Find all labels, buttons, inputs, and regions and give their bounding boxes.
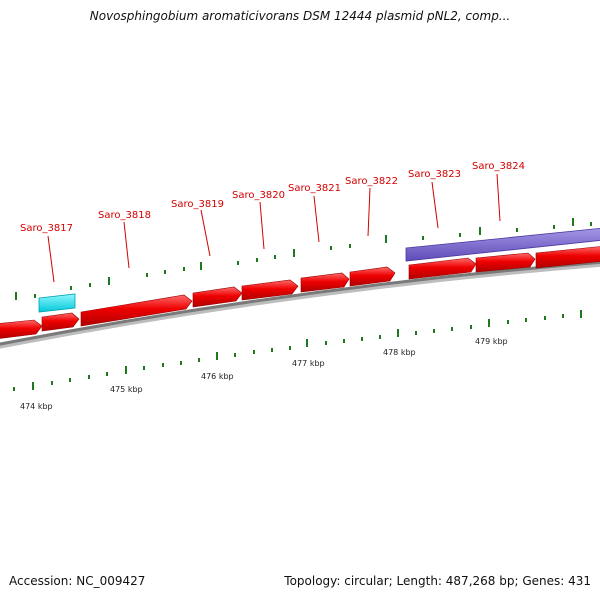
gene-arrows xyxy=(0,246,600,339)
leader-line xyxy=(431,181,439,229)
gene-label[interactable]: Saro_3823 xyxy=(408,169,461,180)
gene-arrow[interactable] xyxy=(241,279,299,301)
backbone-shadow xyxy=(0,261,600,349)
leader-line xyxy=(200,209,211,257)
kbp-labels: 474 kbp 475 kbp 476 kbp 477 kbp 478 kbp … xyxy=(20,337,508,411)
topology-summary: Topology: circular; Length: 487,268 bp; … xyxy=(284,574,591,588)
gene-arrow[interactable] xyxy=(80,294,193,327)
gene-label[interactable]: Saro_3820 xyxy=(232,190,285,201)
kbp-label: 478 kbp xyxy=(383,348,416,357)
gene-label[interactable]: Saro_3822 xyxy=(345,176,398,187)
cyan-feature[interactable] xyxy=(38,293,76,313)
gene-label[interactable]: Saro_3819 xyxy=(171,199,224,210)
gene-leaders xyxy=(47,173,501,283)
gene-label[interactable]: Saro_3818 xyxy=(98,210,151,221)
leader-line xyxy=(496,173,501,222)
leader-line xyxy=(47,235,55,283)
gene-arrow[interactable] xyxy=(349,266,396,287)
gene-arrow[interactable] xyxy=(192,286,243,308)
leader-line xyxy=(367,187,371,237)
gene-arrow[interactable] xyxy=(535,246,600,269)
kbp-label: 474 kbp xyxy=(20,402,53,411)
gene-label[interactable]: Saro_3821 xyxy=(288,183,341,194)
leader-line xyxy=(313,195,320,243)
purple-feature[interactable] xyxy=(405,228,600,262)
leader-line xyxy=(259,201,265,250)
tick-rows xyxy=(13,218,592,391)
gene-labels: Saro_3817 Saro_3818 Saro_3819 Saro_3820 … xyxy=(20,161,525,234)
gene-arrow[interactable] xyxy=(475,252,536,273)
gene-arrow[interactable] xyxy=(300,272,350,293)
leader-line xyxy=(123,221,130,269)
accession-text: Accession: NC_009427 xyxy=(9,574,146,588)
gene-arrow[interactable] xyxy=(0,319,43,339)
kbp-label: 479 kbp xyxy=(475,337,508,346)
kbp-label: 475 kbp xyxy=(110,385,143,394)
kbp-label: 477 kbp xyxy=(292,359,325,368)
gene-arrow[interactable] xyxy=(408,257,477,280)
kbp-label: 476 kbp xyxy=(201,372,234,381)
gene-arrow[interactable] xyxy=(41,312,80,332)
backbone-line xyxy=(0,260,600,346)
gene-label[interactable]: Saro_3817 xyxy=(20,223,73,234)
gene-label[interactable]: Saro_3824 xyxy=(472,161,525,172)
map-title: Novosphingobium aromaticivorans DSM 1244… xyxy=(89,9,511,23)
